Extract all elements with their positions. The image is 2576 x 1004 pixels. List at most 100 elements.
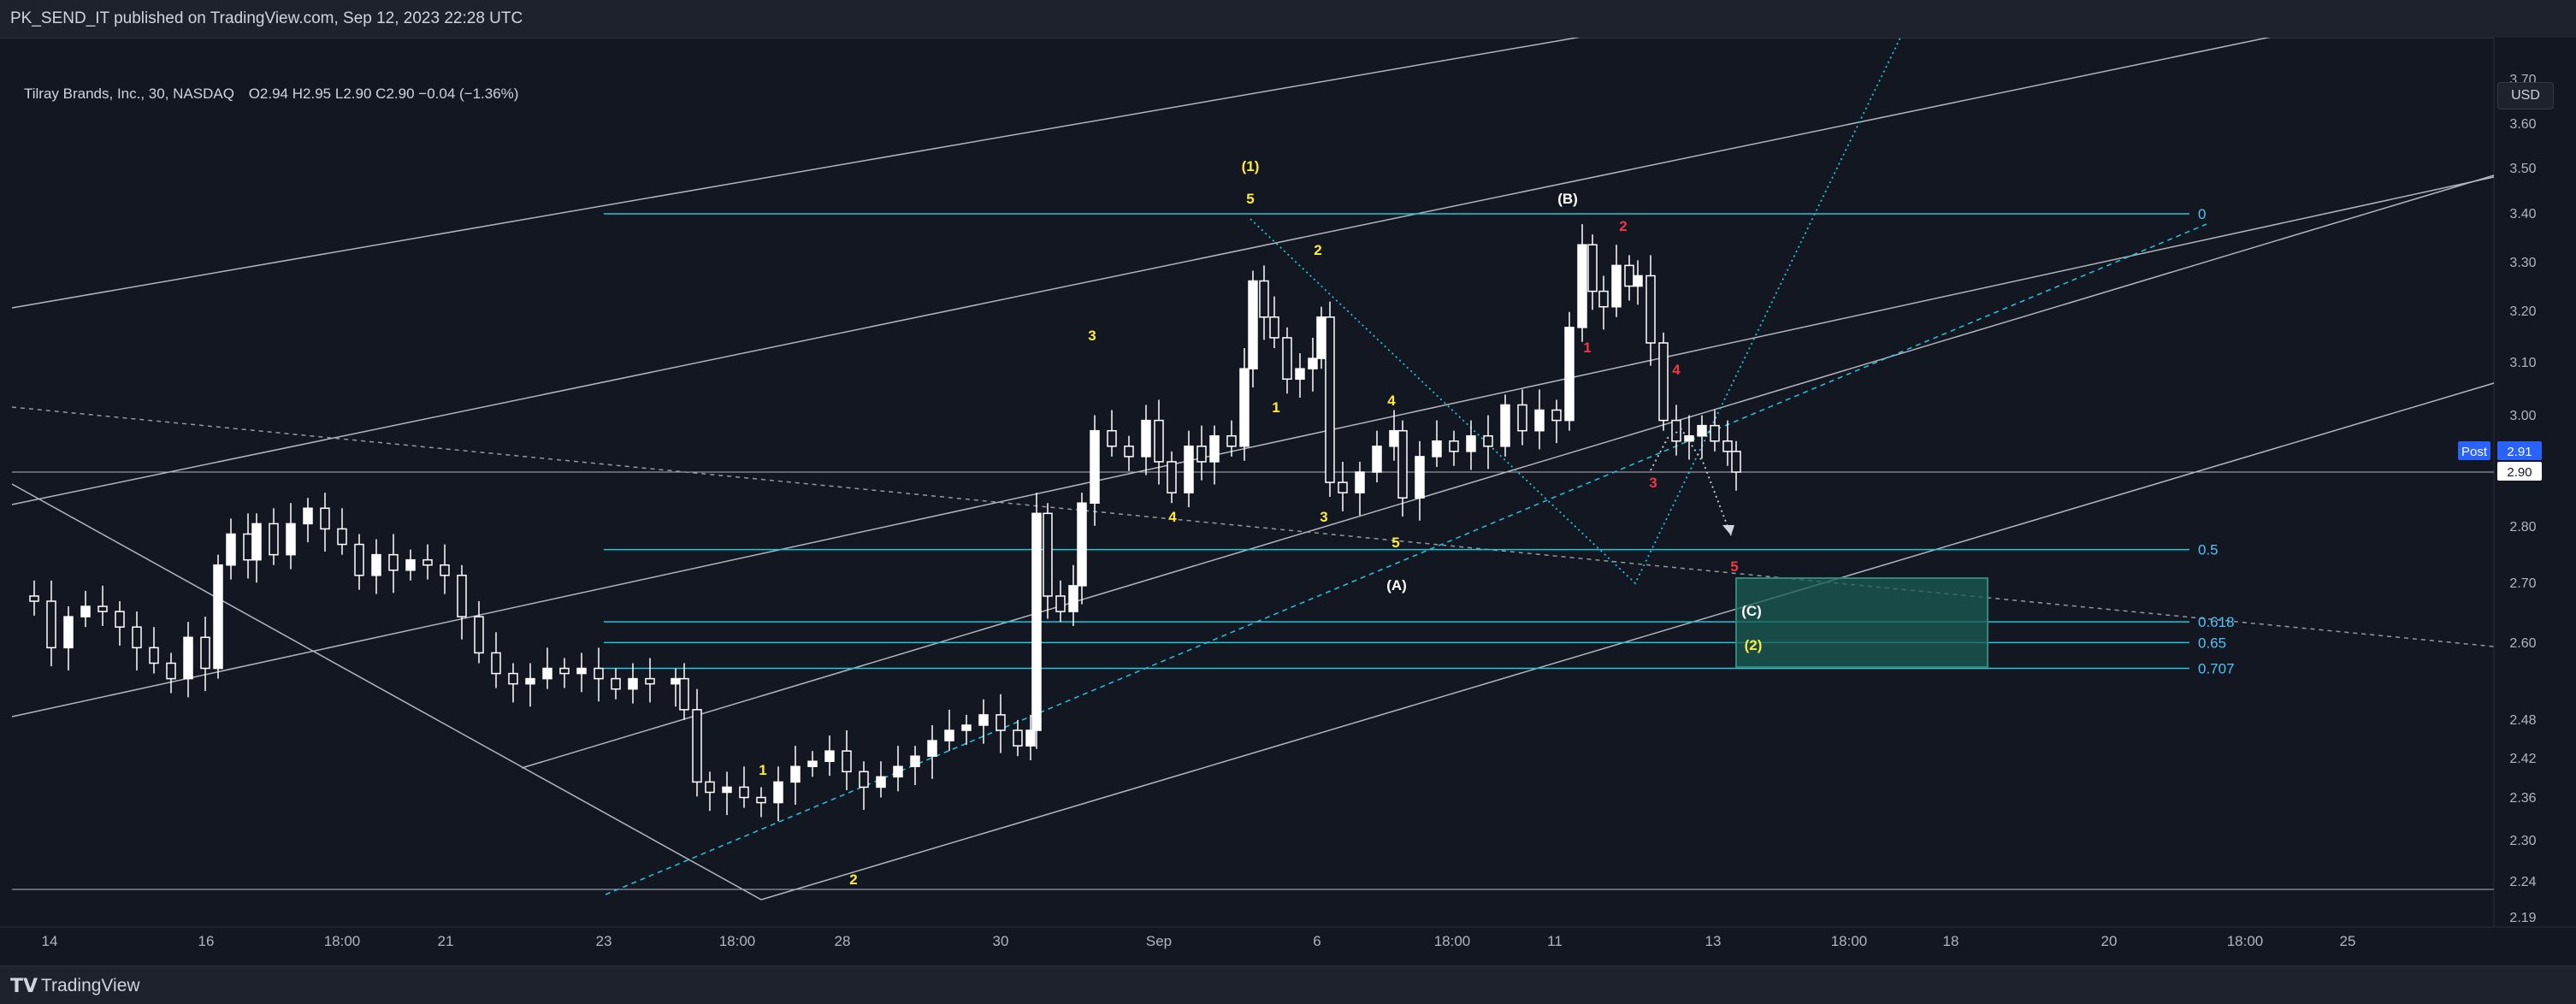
high-value: 2.95 bbox=[303, 86, 332, 102]
tradingview-logo-icon: TV bbox=[10, 976, 38, 997]
x-tick-label: 11 bbox=[1547, 933, 1563, 949]
fib-level-label: 0.707 bbox=[2198, 661, 2235, 677]
last-price-value: 2.90 bbox=[2507, 465, 2532, 480]
x-tick-label: 28 bbox=[835, 933, 851, 949]
symbol-legend[interactable]: Tilray Brands, Inc., 30, NASDAQ O2.94 H2… bbox=[24, 86, 518, 103]
candle bbox=[1449, 430, 1459, 466]
candle bbox=[337, 508, 347, 555]
candle bbox=[1355, 461, 1365, 516]
wave-label: 5 bbox=[1730, 558, 1738, 575]
wave-label: 3 bbox=[1320, 509, 1327, 525]
candle bbox=[961, 714, 972, 745]
candle bbox=[1068, 564, 1078, 626]
candle bbox=[1483, 415, 1493, 470]
candle bbox=[1587, 234, 1598, 310]
candle bbox=[1124, 435, 1134, 471]
candle bbox=[927, 724, 937, 779]
y-tick-label: 3.30 bbox=[2509, 256, 2536, 270]
candle bbox=[1397, 420, 1408, 517]
candle bbox=[1389, 410, 1399, 461]
candle bbox=[269, 508, 279, 565]
candle bbox=[722, 771, 732, 816]
candle bbox=[893, 746, 903, 792]
y-tick-label: 2.42 bbox=[2509, 752, 2536, 766]
candle bbox=[645, 658, 655, 703]
fib-retracement[interactable]: 0 0.5 0.618 0.65 0.707 bbox=[604, 206, 2235, 677]
y-tick-label: 2.80 bbox=[2509, 520, 2536, 534]
target-zone-box[interactable] bbox=[1735, 577, 1988, 668]
wave-label: 5 bbox=[1246, 191, 1254, 207]
candle bbox=[457, 564, 467, 640]
candle bbox=[1722, 420, 1733, 466]
y-tick-label: 2.60 bbox=[2509, 636, 2536, 651]
y-tick-label: 2.36 bbox=[2509, 791, 2536, 806]
candle bbox=[671, 668, 681, 707]
wave-label: (C) bbox=[1741, 603, 1762, 619]
x-tick-label: 18:00 bbox=[2227, 933, 2264, 949]
candle bbox=[1282, 327, 1292, 394]
candle bbox=[559, 658, 570, 688]
candle bbox=[1338, 461, 1348, 511]
candle bbox=[183, 622, 193, 698]
candle bbox=[1196, 425, 1207, 481]
post-value: 2.91 bbox=[2507, 445, 2532, 459]
candle bbox=[354, 534, 364, 590]
candlesticks bbox=[29, 224, 1741, 822]
x-tick-label: 18:00 bbox=[1831, 933, 1868, 949]
post-label: Post bbox=[2461, 445, 2488, 459]
y-tick-label: 2.70 bbox=[2509, 576, 2536, 591]
wave-label: 4 bbox=[1672, 362, 1681, 378]
y-tick-label: 2.48 bbox=[2509, 713, 2536, 728]
upper-channel-line bbox=[11, 38, 2272, 505]
candle bbox=[1226, 420, 1237, 457]
post-label-badge bbox=[2458, 441, 2490, 460]
candle bbox=[1013, 719, 1023, 757]
candle bbox=[1697, 415, 1707, 459]
symbol-name: Tilray Brands, Inc., 30, NASDAQ bbox=[24, 86, 234, 102]
dashed-trend-line bbox=[11, 406, 2495, 647]
published-line: PK_SEND_IT published on TradingView.com,… bbox=[10, 9, 523, 27]
candle bbox=[63, 606, 74, 670]
x-tick-label: 18 bbox=[1943, 933, 1959, 949]
x-tick-label: 13 bbox=[1705, 933, 1722, 949]
candle bbox=[576, 653, 587, 693]
candle bbox=[692, 688, 702, 797]
projection-path bbox=[1250, 38, 1902, 585]
candle bbox=[978, 699, 989, 744]
candle bbox=[1077, 493, 1087, 605]
candle bbox=[594, 647, 604, 702]
x-tick-label: 18:00 bbox=[324, 933, 361, 949]
middle-channel-line bbox=[11, 176, 2495, 718]
price-axis[interactable] bbox=[2494, 38, 2576, 927]
footer-bar: TV TradingView bbox=[0, 966, 2576, 1004]
candle bbox=[859, 761, 869, 811]
candle bbox=[1500, 394, 1510, 457]
dashed-cyan-trend-line bbox=[605, 223, 2207, 895]
currency-button[interactable]: USD bbox=[2497, 82, 2554, 109]
candle bbox=[405, 549, 416, 581]
y-tick-label: 3.10 bbox=[2509, 356, 2536, 370]
candle bbox=[1184, 430, 1194, 508]
candle bbox=[149, 627, 159, 674]
y-tick-label: 2.30 bbox=[2509, 834, 2536, 848]
candle bbox=[132, 611, 142, 670]
candle bbox=[842, 730, 852, 791]
y-tick-label: 3.50 bbox=[2509, 162, 2536, 176]
candle bbox=[1466, 420, 1476, 470]
y-tick-label: 3.40 bbox=[2509, 207, 2536, 221]
candle bbox=[679, 663, 689, 720]
open-value: 2.94 bbox=[259, 86, 289, 102]
candle bbox=[1043, 503, 1053, 619]
lower-channel-line bbox=[760, 382, 2495, 901]
wave-label: 2 bbox=[1619, 218, 1627, 234]
y-tick-label: 3.60 bbox=[2509, 117, 2536, 132]
projection-arrow-icon bbox=[1722, 525, 1734, 535]
chart-area[interactable]: 0 0.5 0.618 0.65 0.707 (1) 5 2 3 1 4 4 3 5 (A) (B) 2 1 4 3… bbox=[0, 38, 2576, 966]
candle bbox=[628, 663, 638, 704]
candle bbox=[1090, 415, 1100, 526]
x-tick-label: 20 bbox=[2101, 933, 2118, 949]
candle bbox=[705, 771, 715, 812]
wave-label: (2) bbox=[1745, 637, 1763, 653]
candle bbox=[611, 668, 621, 700]
